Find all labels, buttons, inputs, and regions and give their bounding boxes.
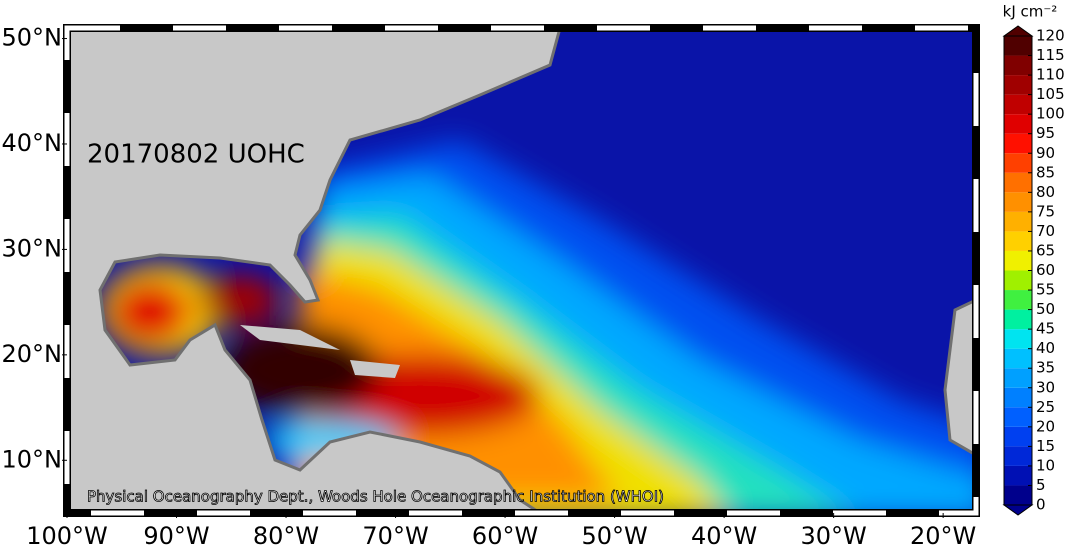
x-tick-label: 40°W	[691, 522, 757, 550]
colorbar-bin	[1004, 407, 1032, 427]
colorbar-tick-label: 80	[1036, 183, 1055, 201]
map-title: 20170802 UOHC	[87, 140, 305, 170]
land-americas	[67, 28, 562, 513]
colorbar-bin	[1004, 290, 1032, 310]
colorbar-tick-label: 55	[1036, 281, 1055, 299]
colorbar-bin	[1004, 211, 1032, 232]
y-tick-label: 40°N	[2, 129, 63, 157]
x-tick-label: 90°W	[143, 522, 209, 550]
x-tick-label: 30°W	[800, 522, 866, 550]
colorbar-bin	[1004, 465, 1032, 486]
colorbar-tick-label: 15	[1036, 437, 1055, 455]
x-tick-label: 70°W	[362, 522, 428, 550]
land-hispaniola	[350, 360, 400, 378]
colorbar-tick-label: 95	[1036, 124, 1055, 142]
y-tick-label: 50°N	[2, 24, 63, 52]
colorbar-bin	[1004, 485, 1032, 505]
colorbar-tick-label: 10	[1036, 456, 1055, 474]
colorbar-tick-label: 70	[1036, 222, 1055, 240]
colorbar-tick-label: 5	[1036, 476, 1046, 494]
map-frame-stripes	[64, 25, 979, 516]
colorbar-tick-label: 85	[1036, 163, 1055, 181]
colorbar-bin	[1004, 36, 1032, 56]
x-tick-label: 100°W	[26, 522, 108, 550]
y-tick-label: 20°N	[2, 340, 63, 368]
colorbar-bin	[1004, 75, 1032, 95]
colorbar-under	[1002, 504, 1034, 516]
colorbar-bin	[1004, 309, 1032, 330]
x-tick-label: 20°W	[910, 522, 976, 550]
colorbar-bin	[1004, 250, 1032, 271]
colorbar-bin	[1004, 387, 1032, 408]
colorbar-tick-label: 45	[1036, 320, 1055, 338]
colorbar-bin	[1004, 133, 1032, 154]
colorbar-bin	[1004, 114, 1032, 134]
colorbar-bin	[1004, 270, 1032, 291]
colorbar-tick-label: 35	[1036, 359, 1055, 377]
colorbar-bin	[1004, 153, 1032, 173]
x-tick-label: 50°W	[581, 522, 647, 550]
colorbar-bin	[1004, 329, 1032, 349]
colorbar-bin	[1004, 192, 1032, 212]
colorbar-bin	[1004, 348, 1032, 369]
colorbar-bin	[1004, 55, 1032, 76]
colorbar-tick-label: 20	[1036, 417, 1055, 435]
credit: Physical Oceanography Dept., Woods Hole …	[87, 488, 664, 506]
colorbar-tick-label: 75	[1036, 202, 1055, 220]
colorbar-tick-label: 115	[1036, 46, 1065, 64]
colorbar-over	[1002, 25, 1034, 37]
colorbar-tick-label: 100	[1036, 105, 1065, 123]
colorbar-tick-label: 0	[1036, 496, 1046, 514]
colorbar-tick-label: 110	[1036, 66, 1065, 84]
colorbar-tick-label: 25	[1036, 398, 1055, 416]
colorbar-tick-label: 105	[1036, 85, 1065, 103]
colorbar-tick-label: 50	[1036, 300, 1055, 318]
colorbar-bin	[1004, 368, 1032, 388]
y-tick-label: 30°N	[2, 234, 63, 262]
colorbar-tick-label: 65	[1036, 241, 1055, 259]
land-cuba	[240, 325, 340, 350]
colorbar-bin	[1004, 231, 1032, 251]
colorbar-tick-label: 40	[1036, 339, 1055, 357]
colorbar-unit: kJ cm⁻²	[1003, 3, 1058, 21]
x-tick-label: 80°W	[253, 522, 319, 550]
y-tick-label: 10°N	[2, 445, 63, 473]
colorbar-tick-label: 30	[1036, 378, 1055, 396]
colorbar-bin	[1004, 426, 1032, 447]
colorbar-bin	[1004, 446, 1032, 466]
colorbar-tick-label: 120	[1036, 27, 1065, 45]
heat-field	[100, 140, 976, 513]
colorbar-bin	[1004, 172, 1032, 193]
colorbar-bin	[1004, 94, 1032, 115]
colorbar-tick-label: 90	[1036, 144, 1055, 162]
x-tick-label: 60°W	[472, 522, 538, 550]
map-area	[67, 28, 976, 513]
colorbar-tick-label: 60	[1036, 261, 1055, 279]
